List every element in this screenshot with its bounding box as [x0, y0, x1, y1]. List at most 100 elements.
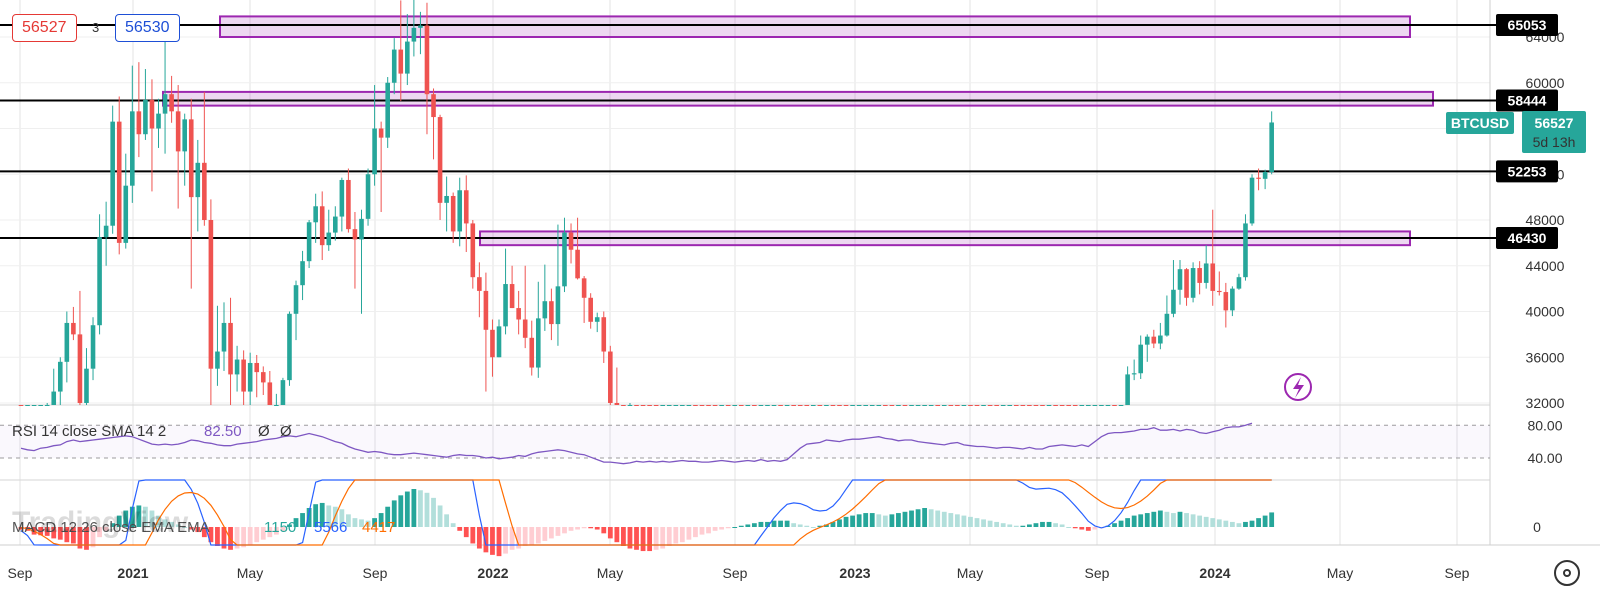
macd-histogram-bar [162, 519, 168, 527]
candle-body [588, 297, 593, 322]
macd-histogram-bar [1092, 527, 1098, 530]
candle-body [948, 405, 954, 406]
macd-histogram-bar [424, 492, 430, 527]
candle-body [680, 405, 685, 406]
macd-histogram-bar [143, 506, 148, 527]
candle-body [352, 229, 358, 240]
macd-histogram-bar [175, 524, 181, 527]
macd-histogram-bar [18, 527, 24, 530]
candle-body [1033, 405, 1039, 406]
macd-histogram-bar [70, 527, 76, 544]
macd-histogram-bar [103, 527, 109, 531]
candle-body [221, 322, 227, 352]
candle-body [699, 405, 705, 406]
macd-histogram-bar [621, 527, 626, 546]
macd-histogram-bar [123, 510, 129, 527]
candle-body [326, 232, 332, 246]
macd-histogram-bar [575, 527, 580, 530]
candle-body [817, 405, 823, 406]
candle-body [876, 405, 882, 406]
macd-histogram-bar [797, 524, 803, 527]
candle-body [450, 195, 456, 232]
macd-histogram-bar [889, 514, 895, 527]
candle-body [84, 368, 89, 403]
candle-body [981, 405, 986, 406]
ask-price[interactable]: 56530 [115, 14, 180, 42]
macd-histogram-bar [804, 525, 810, 527]
candle-body [856, 405, 862, 406]
candle-body [902, 405, 908, 406]
zone-rect [162, 90, 1434, 107]
candle-body [90, 325, 96, 369]
candle-body [1027, 405, 1032, 406]
macd-histogram-bar [1007, 524, 1013, 527]
last-price-label: 56527 [1535, 115, 1574, 131]
candle-body [391, 49, 397, 83]
time-axis[interactable]: Sep 2021 May Sep 2022 May Sep 2023 May Sep 2024 May… [8, 565, 1470, 581]
time-tick-label: 2021 [117, 565, 148, 581]
time-tick-label: Sep [1445, 565, 1470, 581]
price-tick-label: 60000 [1526, 75, 1565, 91]
symbol-tag-label: BTCUSD [1451, 115, 1509, 131]
macd-histogram-bar [594, 527, 600, 530]
macd-histogram-bar [273, 527, 279, 535]
candle-body [1086, 405, 1091, 406]
candle-body [765, 405, 770, 406]
level-tag [1496, 226, 1558, 249]
candle-body [752, 405, 757, 406]
macd-histogram-bar [215, 527, 220, 546]
macd-histogram-bar [391, 500, 397, 527]
candle-body [110, 121, 115, 226]
macd-histogram-bar [693, 527, 698, 538]
price-axis[interactable]: 6400060000560005200048000440004000036000… [1446, 13, 1586, 535]
macd-histogram-bar [673, 527, 679, 544]
candle-body [1171, 289, 1176, 314]
macd-histogram-bar [712, 527, 718, 531]
bid-price[interactable]: 56527 [12, 14, 77, 42]
grid [0, 0, 1600, 546]
candle-body [1079, 405, 1085, 406]
macd-histogram-bar [385, 506, 391, 527]
candle-body [542, 301, 548, 319]
macd-histogram-bar [666, 527, 672, 546]
macd-histogram-bar [1072, 527, 1078, 529]
macd-histogram-bar [922, 508, 928, 527]
candle-body [1092, 405, 1098, 406]
candle-body [529, 337, 535, 368]
macd-histogram-bar [653, 527, 659, 550]
candle-body [136, 111, 142, 135]
candle-body [889, 405, 895, 406]
macd-histogram-bar [1177, 511, 1183, 527]
macd-histogram-bar [941, 511, 947, 527]
candle-body [470, 223, 476, 278]
macd-histogram-bar [784, 520, 790, 527]
horizontal-levels[interactable] [0, 23, 1500, 239]
price-tick-label: 44000 [1526, 258, 1565, 274]
candle-body [398, 49, 404, 74]
spread-value: 3 [92, 20, 100, 35]
macd-histogram-bar [1249, 520, 1255, 527]
macd-histogram-bar [359, 519, 364, 527]
candle-body [97, 237, 102, 326]
macd-histogram-bar [601, 527, 607, 534]
macd-histogram-bar [1164, 511, 1170, 527]
resistance-zones [162, 15, 1434, 247]
candle-body [1066, 405, 1071, 406]
macd-histogram-bar [64, 527, 70, 543]
candle-body [385, 82, 390, 138]
time-tick-label: 2023 [839, 565, 870, 581]
macd-histogram-bar [1013, 525, 1019, 527]
candle-body [424, 25, 430, 95]
candle-body [961, 405, 967, 406]
macd-histogram-bar [522, 527, 528, 546]
candle-body [411, 27, 417, 42]
macd-histogram-bar [1229, 521, 1235, 527]
macd-histogram-bar [476, 527, 482, 549]
macd-histogram-bar [961, 515, 967, 527]
gear-icon[interactable] [1554, 560, 1580, 586]
macd-histogram-bar [568, 527, 574, 531]
macd-histogram-bar [300, 513, 305, 527]
candle-body [1138, 344, 1144, 374]
candle-body [1040, 405, 1045, 406]
